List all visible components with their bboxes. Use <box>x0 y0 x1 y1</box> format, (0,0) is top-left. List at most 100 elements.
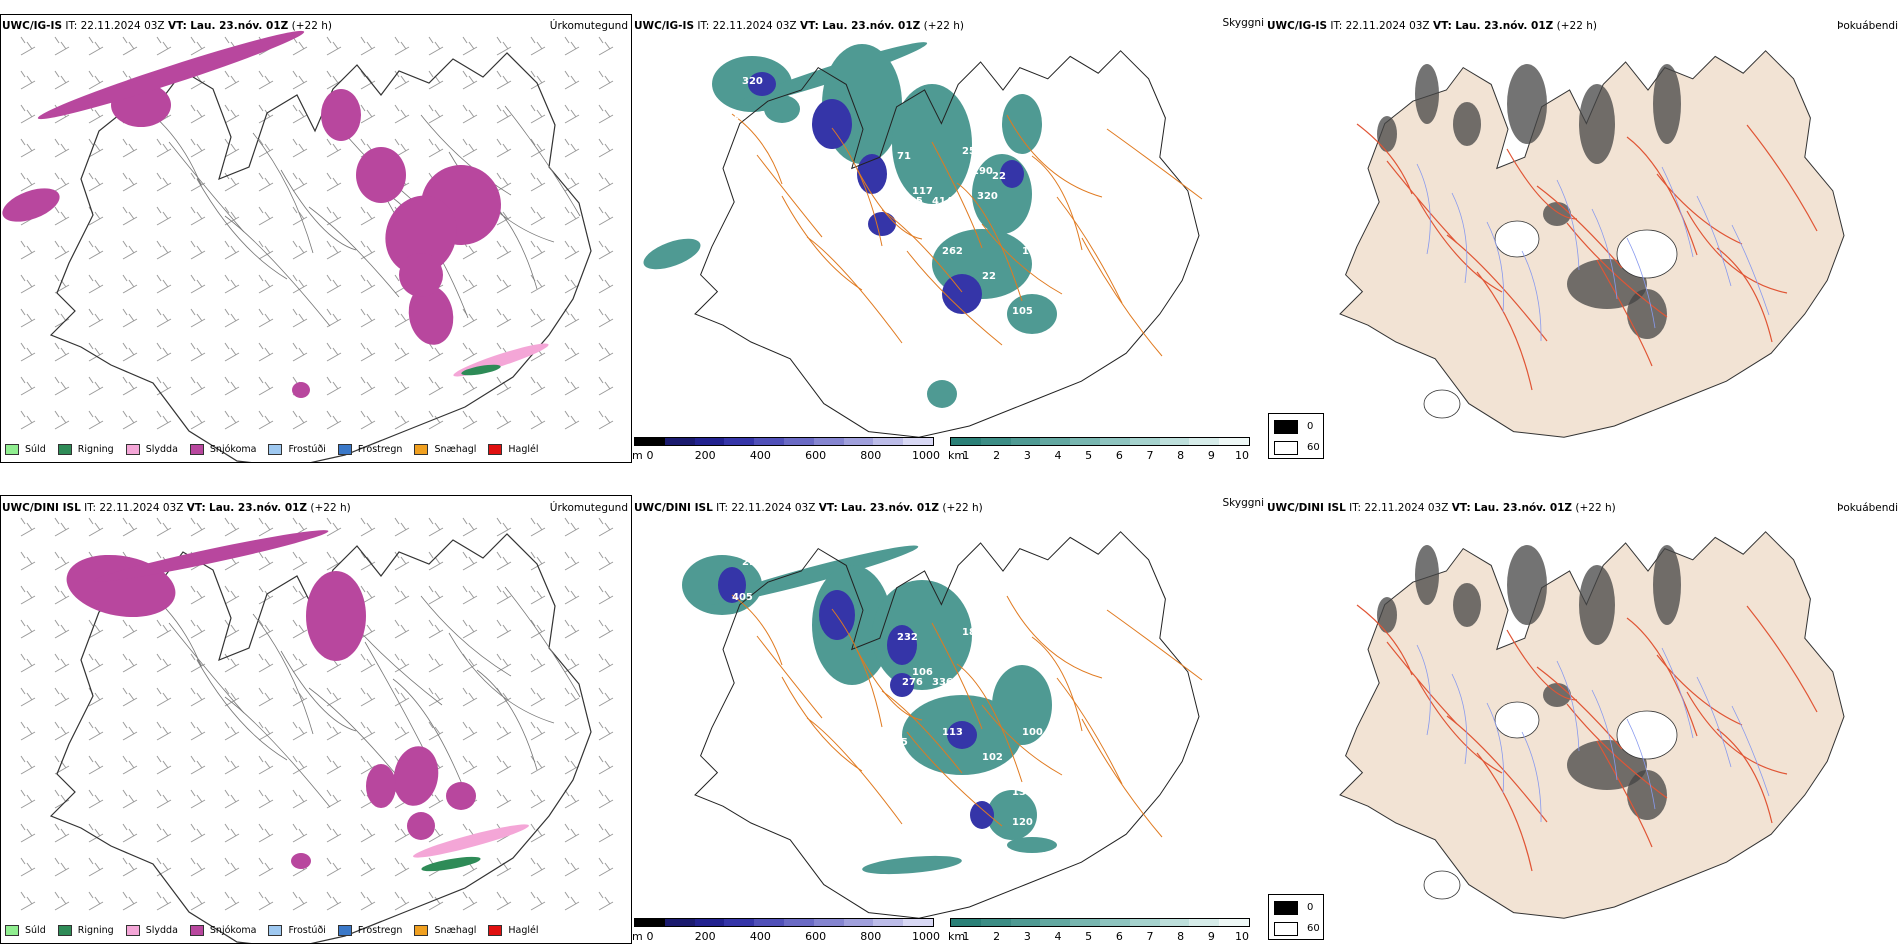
wind-barb <box>496 517 512 537</box>
wind-barb <box>598 376 614 396</box>
snow-area <box>407 812 435 840</box>
wind-barb <box>394 410 410 430</box>
road <box>1626 136 1698 256</box>
lead-time: (+22 h) <box>291 20 332 32</box>
wind-barb <box>598 721 614 741</box>
wind-barb <box>20 891 36 911</box>
road <box>806 717 903 825</box>
river-network <box>1416 163 1770 342</box>
vis-value-label: 106 <box>912 667 933 678</box>
wind-barb <box>292 138 308 158</box>
legend-swatch <box>337 444 352 455</box>
wind-barb <box>394 687 410 707</box>
wind-barb <box>428 891 444 911</box>
fog-scale-label: 60 <box>1307 923 1320 934</box>
road <box>1506 148 1578 220</box>
wind-barb <box>530 585 546 605</box>
wind-barb <box>54 721 70 741</box>
wind-barb <box>156 517 172 537</box>
wind-barb <box>190 517 206 537</box>
wind-barb <box>20 619 36 639</box>
road <box>308 206 400 298</box>
wind-barb <box>292 240 308 260</box>
wind-barb <box>54 206 70 226</box>
wind-barb <box>258 619 274 639</box>
wind-barb <box>54 70 70 90</box>
wind-barb <box>20 755 36 775</box>
road <box>906 250 1003 346</box>
vis-map: 296 405 161 522 155 113 100 140 180 205 84 232 276 87… <box>682 531 1203 919</box>
road <box>1416 678 1503 774</box>
legend-item: Frostúði <box>268 925 326 936</box>
wind-barb <box>428 687 444 707</box>
vis-value-label: 125 <box>902 196 923 207</box>
vis-value-label: 113 <box>942 727 963 738</box>
wind-barb <box>122 410 138 430</box>
legend-label: Frostúði <box>288 925 326 936</box>
wind-barb <box>326 517 342 537</box>
wind-barb <box>20 653 36 673</box>
wind-barb <box>156 721 172 741</box>
wind-barb <box>156 376 172 396</box>
fog-map <box>1339 531 1845 919</box>
wind-barb <box>360 240 376 260</box>
road <box>1686 691 1788 775</box>
vis-value-label: 190 <box>1022 246 1043 257</box>
wind-barb <box>156 206 172 226</box>
wind-barb <box>496 274 512 294</box>
colorbar-tick: 5 <box>1085 930 1093 943</box>
wind-barb <box>20 857 36 877</box>
vis-value-label: 130 <box>1012 787 1033 798</box>
vis-value-label: 405 <box>732 592 753 603</box>
road <box>1446 234 1548 342</box>
model-name: UWC/DINI ISL <box>634 502 713 514</box>
vt-value: Lau. 23.nóv. 01Z <box>1474 502 1573 514</box>
legend-item: Frostregn <box>337 925 402 936</box>
fog-header: UWC/DINI ISL IT: 22.11.2024 03Z VT: Lau.… <box>1267 502 1616 514</box>
vis-low-area <box>890 673 914 697</box>
wind-barb <box>258 172 274 192</box>
wind-barb <box>258 342 274 362</box>
road <box>1656 173 1743 245</box>
wind-barb <box>54 619 70 639</box>
iceland-coastline <box>694 531 1200 919</box>
legend-swatch <box>268 444 283 455</box>
vis-colorbar-km: km 1 2 3 4 5 6 7 8 9 10 <box>948 437 1250 467</box>
vis-value-label: 12 <box>732 111 746 122</box>
wind-barb <box>564 687 580 707</box>
colorbar-tick: 3 <box>1023 930 1031 943</box>
wind-barb <box>360 891 376 911</box>
river <box>1451 192 1468 284</box>
road <box>1656 654 1743 726</box>
wind-barb <box>598 104 614 124</box>
colorbar-tick: 600 <box>805 449 827 462</box>
wind-barb <box>462 619 478 639</box>
vis-value-label: 333 <box>1022 286 1043 297</box>
sleet-area <box>413 824 529 858</box>
wind-barb <box>20 551 36 571</box>
road <box>856 649 923 721</box>
vis-panel: 320 12 341 97 100 262 190 211 258 290 320 71 125 22 11… <box>632 14 1324 463</box>
colorbar-tick: 6 <box>1115 449 1123 462</box>
wind-barb <box>394 891 410 911</box>
wind-barb <box>394 308 410 328</box>
wind-barb <box>564 274 580 294</box>
road <box>781 676 863 772</box>
wind-barb <box>88 70 104 90</box>
colorbar-tick: 4 <box>1054 449 1062 462</box>
lead-time: (+22 h) <box>310 502 351 514</box>
it-label: IT: <box>716 502 729 514</box>
wind-barb <box>224 687 240 707</box>
river-network <box>1416 644 1770 823</box>
wind-barb <box>190 755 206 775</box>
wind-barb <box>496 891 512 911</box>
road <box>1476 752 1533 872</box>
snow-area <box>2 188 60 222</box>
fog-scale-box: 0 60 <box>1268 413 1324 459</box>
iceland-coastline <box>694 50 1200 438</box>
vis-low-area <box>868 212 896 236</box>
glacier-area <box>1616 710 1678 760</box>
colorbar-tick: 6 <box>1115 930 1123 943</box>
wind-barb <box>20 240 36 260</box>
ptype-title: Úrkomutegund <box>549 502 628 514</box>
